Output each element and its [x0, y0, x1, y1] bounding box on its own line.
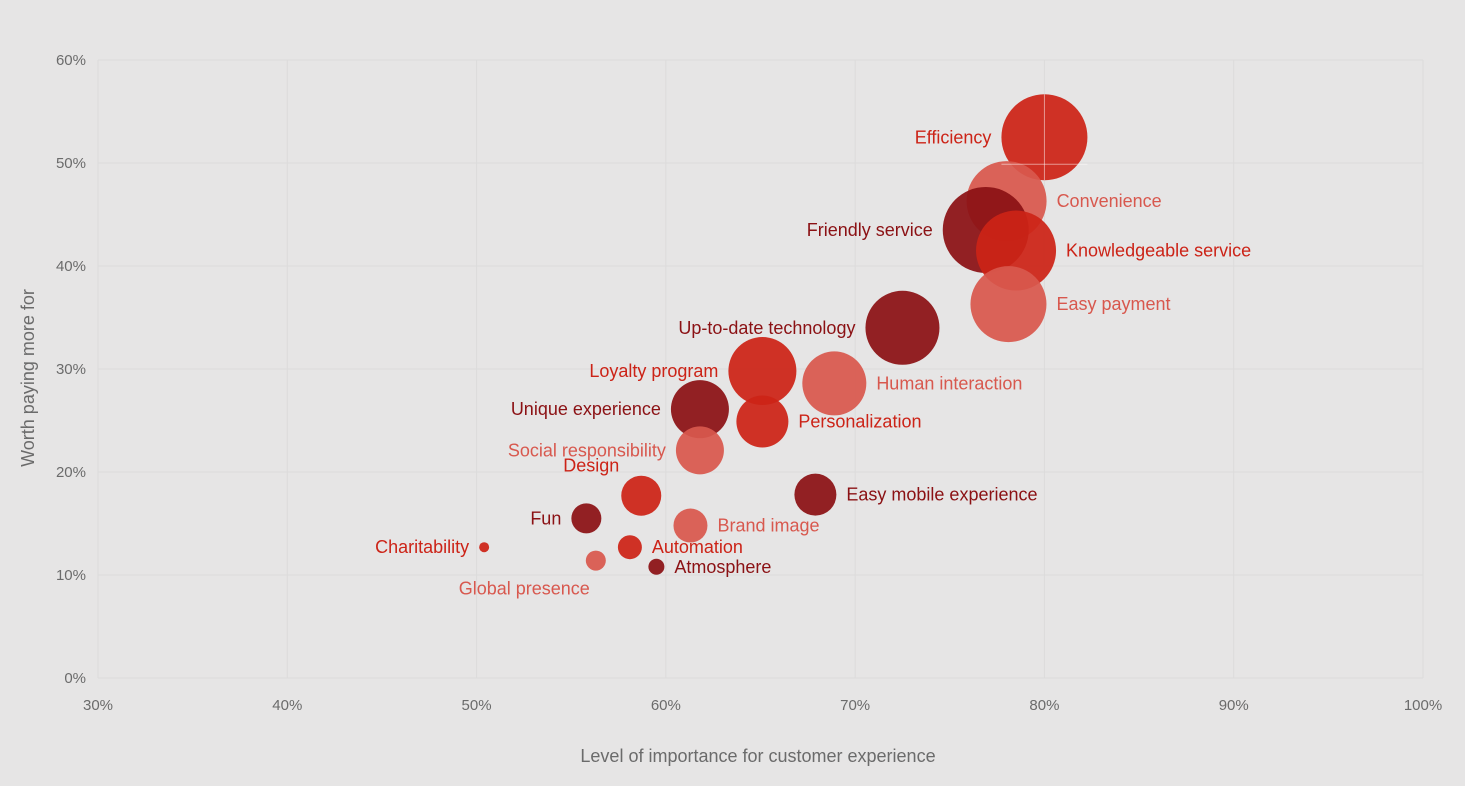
x-tick-label: 70% — [840, 697, 870, 714]
bubble-label: Knowledgeable service — [1066, 241, 1251, 261]
bubble-label: Friendly service — [807, 220, 933, 240]
bubble-label: Design — [563, 456, 619, 476]
bubble-label: Fun — [530, 508, 561, 528]
bubble-label: Convenience — [1057, 191, 1162, 211]
bubble-label: Unique experience — [511, 399, 661, 419]
bubble — [736, 395, 789, 448]
bubble — [728, 337, 797, 406]
x-tick-label: 40% — [272, 697, 302, 714]
bubbles — [479, 94, 1088, 575]
bubble-label: Up-to-date technology — [678, 318, 855, 338]
y-tick-label: 40% — [56, 258, 86, 275]
y-tick-label: 0% — [64, 670, 86, 687]
x-tick-label: 60% — [651, 697, 681, 714]
bubble-label: Brand image — [717, 516, 819, 536]
x-tick-label: 90% — [1219, 697, 1249, 714]
x-tick-label: 30% — [83, 697, 113, 714]
bubble — [865, 290, 940, 365]
bubble-label: Personalization — [798, 412, 921, 432]
bubble — [670, 380, 729, 439]
bubble — [673, 508, 708, 543]
bubble — [571, 503, 602, 534]
bubble — [479, 542, 490, 553]
bubble — [970, 266, 1047, 343]
y-tick-label: 10% — [56, 567, 86, 584]
x-tick-label: 50% — [462, 697, 492, 714]
bubble-label: Easy mobile experience — [846, 485, 1037, 505]
bubble-label: Global presence — [459, 579, 590, 599]
bubble-labels: Efficiency Convenience Friendly service Kno… — [375, 127, 1251, 598]
x-axis-title: Level of importance for customer experie… — [580, 746, 935, 766]
y-tick-label: 50% — [56, 155, 86, 172]
bubble-label: Efficiency — [915, 127, 992, 147]
y-axis-ticks: 0% 10% 20% 30% 40% 50% 60% — [56, 52, 86, 687]
bubble — [802, 351, 867, 416]
bubble — [675, 426, 724, 475]
bubble-label: Easy payment — [1056, 294, 1170, 314]
y-tick-label: 20% — [56, 464, 86, 481]
bubble — [617, 535, 642, 560]
bubble — [585, 550, 606, 571]
bubble-label: Human interaction — [876, 373, 1022, 393]
x-axis-ticks: 30% 40% 50% 60% 70% 80% 90% 100% — [83, 697, 1442, 714]
y-axis-title: Worth paying more for — [18, 289, 38, 467]
bubble — [794, 473, 837, 516]
bubble — [648, 558, 665, 575]
bubble-label: Automation — [652, 537, 743, 557]
bubble-label: Social responsibility — [508, 440, 666, 460]
bubble-label: Loyalty program — [589, 361, 718, 381]
bubble-label: Charitability — [375, 537, 469, 557]
x-tick-label: 80% — [1029, 697, 1059, 714]
y-tick-label: 60% — [56, 52, 86, 69]
x-tick-label: 100% — [1404, 697, 1442, 714]
bubble — [621, 475, 662, 516]
bubble-label: Atmosphere — [674, 557, 771, 577]
y-tick-label: 30% — [56, 361, 86, 378]
